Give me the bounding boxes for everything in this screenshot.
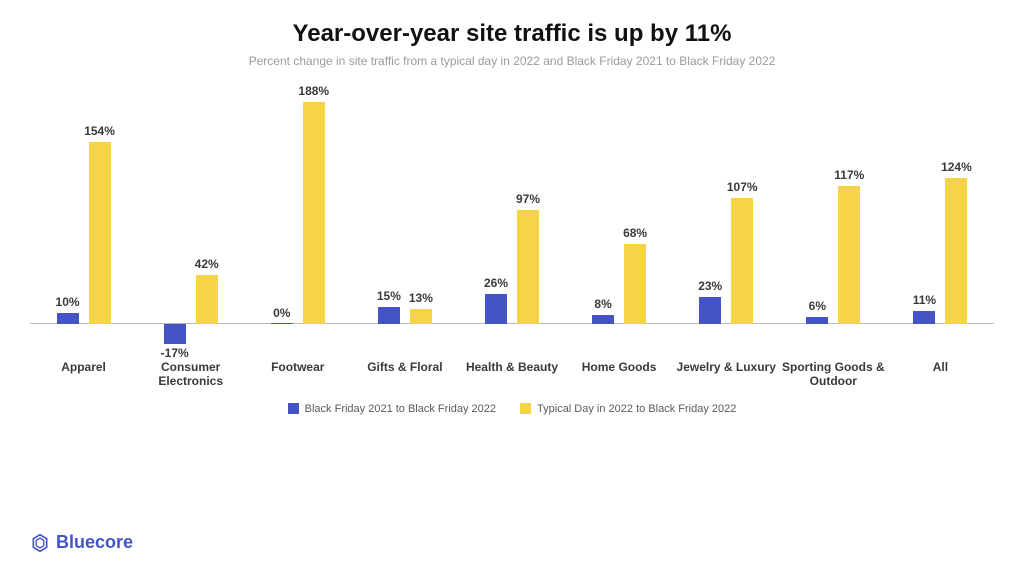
bar-group: 8% 68% bbox=[566, 88, 673, 348]
legend-swatch bbox=[288, 403, 299, 414]
brand-name: Bluecore bbox=[56, 532, 133, 553]
category-label: Consumer Electronics bbox=[137, 360, 244, 389]
bar-value-label: 13% bbox=[409, 291, 433, 305]
bar bbox=[945, 178, 967, 325]
bar-value-label: 23% bbox=[698, 279, 722, 293]
bar bbox=[913, 311, 935, 324]
bar bbox=[410, 309, 432, 324]
category-label: Jewelry & Luxury bbox=[673, 360, 780, 389]
chart-title: Year-over-year site traffic is up by 11% bbox=[30, 20, 994, 48]
bar bbox=[196, 275, 218, 325]
chart-subtitle: Percent change in site traffic from a ty… bbox=[30, 54, 994, 68]
bar bbox=[89, 142, 111, 324]
bar-group: 0%188% bbox=[244, 88, 351, 348]
bluecore-hex-icon bbox=[30, 533, 50, 553]
bar-value-label: 0% bbox=[273, 306, 290, 320]
category-label: All bbox=[887, 360, 994, 389]
legend-swatch bbox=[520, 403, 531, 414]
bar-value-label: -17% bbox=[161, 346, 189, 360]
legend-label: Black Friday 2021 to Black Friday 2022 bbox=[305, 403, 496, 415]
bar-value-label: 10% bbox=[56, 295, 80, 309]
bar bbox=[303, 102, 325, 324]
chart-plot: 10% 154% -17%42%0%188% 15% 13% 26% 97% 8% 68% 23%… bbox=[30, 88, 994, 348]
brand-logo: Bluecore bbox=[30, 532, 994, 553]
bar-group: 10% 154% bbox=[30, 88, 137, 348]
bar bbox=[592, 315, 614, 324]
bar-value-label: 42% bbox=[195, 257, 219, 271]
bar-value-label: 107% bbox=[727, 180, 758, 194]
bar bbox=[624, 244, 646, 324]
category-label: Gifts & Floral bbox=[351, 360, 458, 389]
bar-group: 23% 107% bbox=[673, 88, 780, 348]
chart-area: 10%154%-17%42%0%188%15%13%26%97%8%68%23%… bbox=[30, 88, 994, 524]
category-label: Home Goods bbox=[566, 360, 673, 389]
category-label: Footwear bbox=[244, 360, 351, 389]
bar-group: -17%42% bbox=[137, 88, 244, 348]
bar bbox=[164, 324, 186, 344]
bar-value-label: 15% bbox=[377, 289, 401, 303]
bar-value-label: 11% bbox=[913, 293, 936, 307]
bar bbox=[271, 323, 293, 324]
bar-group: 6% 117% bbox=[780, 88, 887, 348]
bar bbox=[517, 210, 539, 325]
legend-item: Typical Day in 2022 to Black Friday 2022 bbox=[520, 403, 736, 415]
bar-value-label: 6% bbox=[809, 299, 826, 313]
legend-label: Typical Day in 2022 to Black Friday 2022 bbox=[537, 403, 736, 415]
bar-value-label: 188% bbox=[298, 84, 329, 98]
bar-value-label: 154% bbox=[84, 124, 115, 138]
category-label: Sporting Goods & Outdoor bbox=[780, 360, 887, 389]
bar bbox=[838, 186, 860, 324]
bar-value-label: 26% bbox=[484, 276, 508, 290]
category-label: Health & Beauty bbox=[458, 360, 565, 389]
category-labels-row: ApparelConsumer ElectronicsFootwearGifts… bbox=[30, 360, 994, 389]
bar bbox=[731, 198, 753, 324]
bar-value-label: 124% bbox=[941, 160, 972, 174]
bar-value-label: 117% bbox=[834, 168, 864, 182]
bar-group: 15% 13% bbox=[351, 88, 458, 348]
bar bbox=[378, 307, 400, 325]
bar bbox=[57, 313, 79, 325]
bar-group: 11% 124% bbox=[887, 88, 994, 348]
bar-value-label: 8% bbox=[594, 297, 611, 311]
bar bbox=[699, 297, 721, 324]
bar-value-label: 68% bbox=[623, 226, 647, 240]
bar-group: 26% 97% bbox=[458, 88, 565, 348]
chart-container: Year-over-year site traffic is up by 11%… bbox=[0, 0, 1024, 563]
bar-value-label: 97% bbox=[516, 192, 540, 206]
bar bbox=[485, 294, 507, 325]
chart-legend: Black Friday 2021 to Black Friday 2022 Ty… bbox=[30, 403, 994, 415]
bar bbox=[806, 317, 828, 324]
category-label: Apparel bbox=[30, 360, 137, 389]
legend-item: Black Friday 2021 to Black Friday 2022 bbox=[288, 403, 496, 415]
